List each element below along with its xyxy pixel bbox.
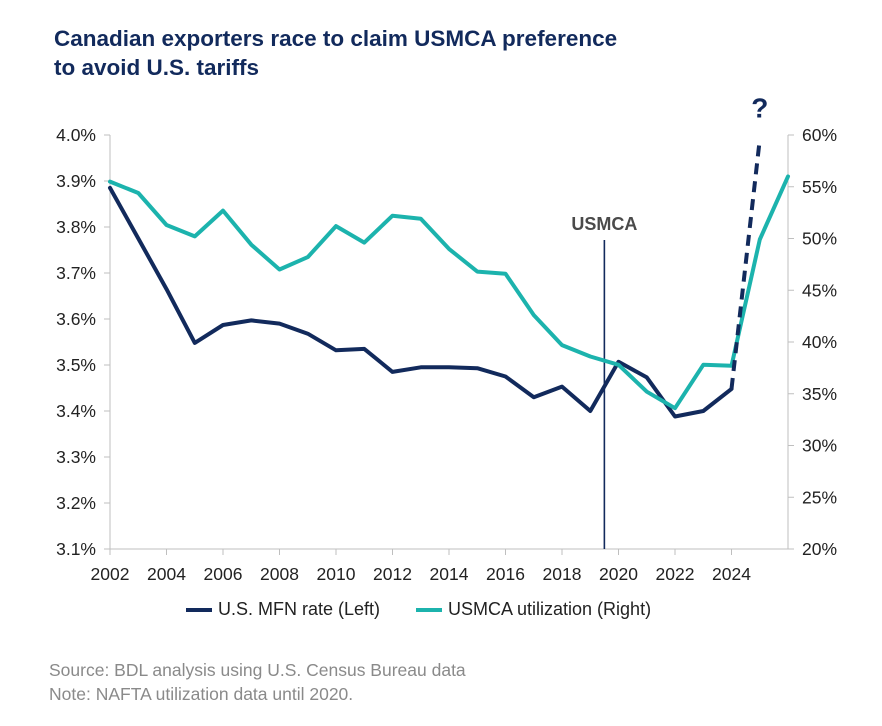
note-line: Note: NAFTA utilization data until 2020.	[49, 684, 354, 704]
source-notes: Source: BDL analysis using U.S. Census B…	[49, 658, 466, 706]
right-tick-label: 40%	[802, 332, 837, 352]
x-tick-label: 2024	[712, 564, 751, 584]
mfn-projection-line	[729, 139, 762, 390]
chart-title: Canadian exporters race to claim USMCA p…	[54, 24, 814, 82]
x-tick-label: 2010	[317, 564, 356, 584]
right-tick-label: 55%	[802, 177, 837, 197]
legend-label-mfn: U.S. MFN rate (Left)	[218, 599, 381, 619]
left-tick-label: 3.4%	[56, 401, 96, 421]
x-tick-label: 2012	[373, 564, 412, 584]
x-tick-label: 2014	[430, 564, 469, 584]
left-tick-label: 3.1%	[56, 539, 96, 559]
x-tick-label: 2020	[599, 564, 638, 584]
x-tick-label: 2016	[486, 564, 525, 584]
projection-question-mark: ?	[751, 93, 768, 124]
x-tick-label: 2022	[656, 564, 695, 584]
x-tick-label: 2008	[260, 564, 299, 584]
series-line-usmca	[108, 174, 790, 411]
right-tick-label: 35%	[802, 384, 837, 404]
x-tick-label: 2004	[147, 564, 186, 584]
legend-swatch-mfn	[186, 607, 212, 612]
x-tick-label: 2018	[543, 564, 582, 584]
x-tick-label: 2006	[204, 564, 243, 584]
usmca-marker-label: USMCA	[571, 214, 637, 234]
series-line-mfn	[108, 185, 734, 419]
right-tick-label: 20%	[802, 539, 837, 559]
left-tick-label: 3.9%	[56, 171, 96, 191]
legend-swatch-usmca	[416, 607, 442, 612]
left-tick-label: 4.0%	[56, 125, 96, 145]
left-tick-label: 3.2%	[56, 493, 96, 513]
left-tick-label: 3.3%	[56, 447, 96, 467]
legend-label-usmca: USMCA utilization (Right)	[448, 599, 652, 619]
chart-title-line-1: Canadian exporters race to claim USMCA p…	[54, 26, 618, 51]
left-tick-label: 3.6%	[56, 309, 96, 329]
legend-item-mfn: U.S. MFN rate (Left)	[186, 599, 380, 620]
left-tick-label: 3.7%	[56, 263, 96, 283]
right-tick-label: 25%	[802, 487, 837, 507]
legend-item-usmca: USMCA utilization (Right)	[416, 599, 651, 620]
right-tick-label: 60%	[802, 125, 837, 145]
chart-title-line-2: to avoid U.S. tariffs	[54, 55, 260, 80]
source-line: Source: BDL analysis using U.S. Census B…	[49, 660, 466, 680]
x-tick-label: 2002	[91, 564, 130, 584]
right-tick-label: 45%	[802, 280, 837, 300]
left-tick-label: 3.8%	[56, 217, 96, 237]
left-tick-label: 3.5%	[56, 355, 96, 375]
right-tick-label: 30%	[802, 436, 837, 456]
right-tick-label: 50%	[802, 229, 837, 249]
